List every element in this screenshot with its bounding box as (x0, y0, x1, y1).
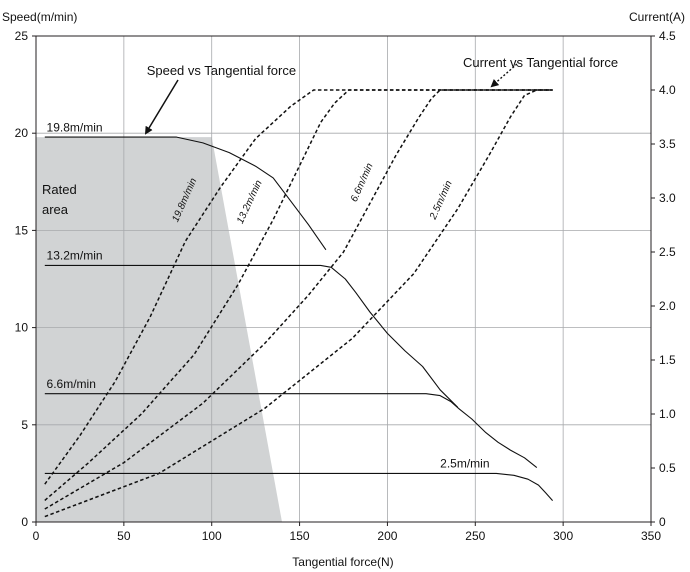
x-axis-label: Tangential force(N) (292, 555, 393, 569)
rated-area-label-line1: Rated (42, 182, 77, 197)
y-left-tick-label: 10 (15, 321, 29, 335)
x-tick-label: 0 (33, 529, 40, 543)
rated-area-layer (36, 137, 282, 522)
y-right-tick-label: 3.5 (659, 137, 676, 151)
speed-annotation: Speed vs Tangential force (147, 63, 296, 78)
speed-line-13-2m-min (44, 264, 459, 408)
y-right-tick-label: 1.5 (659, 353, 676, 367)
x-tick-label: 200 (377, 529, 397, 543)
x-tick-label: 350 (641, 529, 661, 543)
y-left-tick-label: 20 (15, 126, 29, 140)
current-line-19-8m-min (44, 89, 553, 485)
y-left-tick-label: 25 (15, 29, 29, 43)
speed-inline-label: 2.5m/min (440, 457, 489, 471)
y-right-tick-label: 2.0 (659, 299, 676, 313)
y-axis-left-label: Speed(m/min) (2, 10, 77, 24)
y-axis-right-label: Current(A) (629, 10, 685, 24)
y-right-tick-label: 4.5 (659, 29, 676, 43)
current-line-13-2m-min (44, 89, 553, 501)
x-tick-label: 50 (117, 529, 131, 543)
speed-line-19-8m-min (44, 136, 327, 251)
y-right-tick-label: 0.5 (659, 461, 676, 475)
y-right-tick-label: 4.0 (659, 83, 676, 97)
rated-area-label-line2: area (42, 202, 69, 217)
current-annotation-arrow (490, 63, 518, 88)
speed-line-6-6m-min (44, 393, 538, 469)
current-annotation: Current vs Tangential force (463, 55, 618, 70)
x-tick-label: 100 (202, 529, 222, 543)
current-curve-label: 13.2m/min (235, 178, 265, 225)
speed-inline-label: 19.8m/min (47, 120, 103, 134)
speed-annotation-arrow (144, 79, 179, 135)
speed-line-2-5m-min (44, 472, 554, 501)
speed-inline-label: 6.6m/min (47, 377, 96, 391)
current-curve-label: 6.6m/min (349, 161, 376, 203)
x-tick-label: 300 (553, 529, 573, 543)
plot-frame (35, 35, 652, 523)
y-left-tick-label: 5 (21, 418, 28, 432)
series-layer (44, 63, 554, 518)
current-line-2-5m-min (44, 89, 553, 518)
current-curve-label: 2.5m/min (428, 179, 455, 222)
speed-inline-label: 13.2m/min (47, 249, 103, 263)
y-right-tick-label: 1.0 (659, 407, 676, 421)
x-tick-label: 250 (465, 529, 485, 543)
y-right-tick-label: 0 (659, 515, 666, 529)
axes-layer (32, 35, 655, 526)
rated-area-polygon (36, 137, 282, 522)
y-left-tick-label: 0 (21, 515, 28, 529)
y-right-tick-label: 3.0 (659, 191, 676, 205)
y-right-tick-label: 2.5 (659, 245, 676, 259)
labels-layer: 0 50 100 150 200 250 300 350051015202500.51.01.… (15, 29, 676, 543)
y-left-tick-label: 15 (15, 223, 29, 237)
current-line-6-6m-min (44, 89, 553, 510)
x-tick-label: 150 (290, 529, 310, 543)
